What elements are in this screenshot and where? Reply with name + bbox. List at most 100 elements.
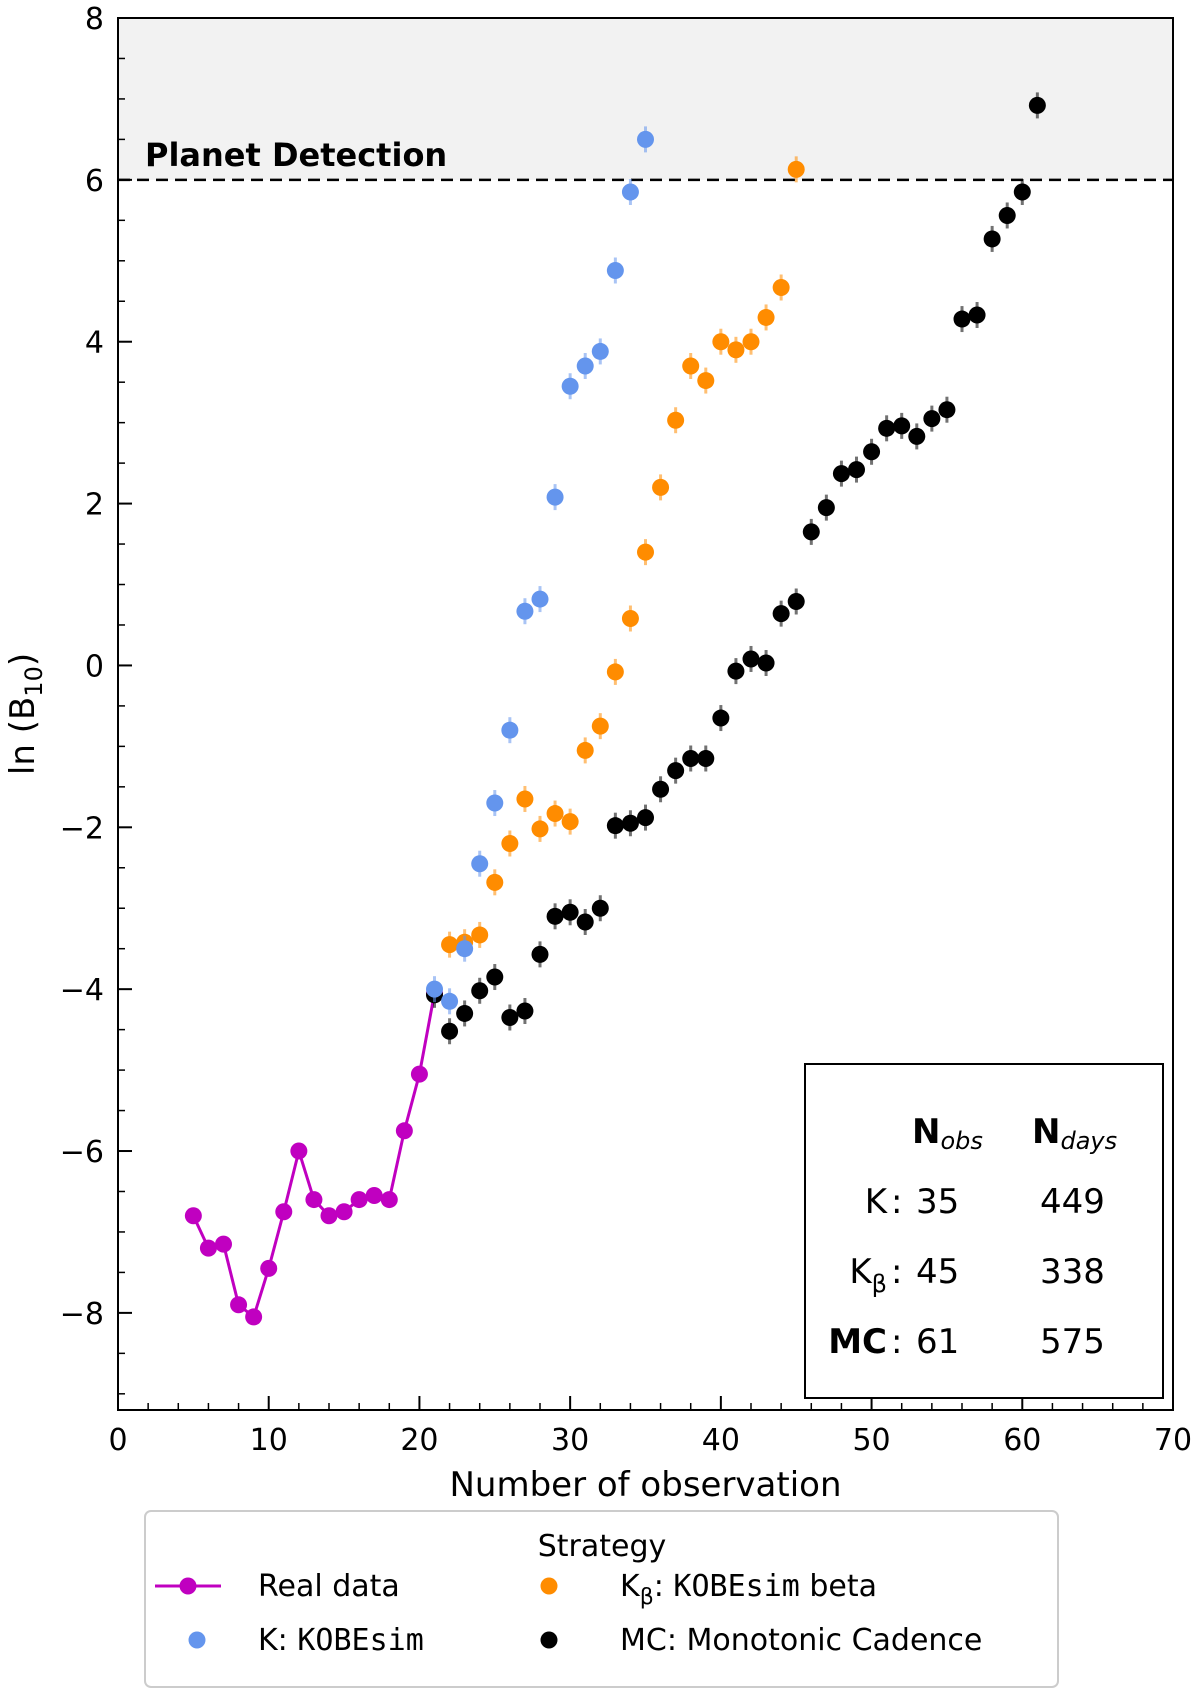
data-point <box>848 461 865 479</box>
data-point <box>486 968 504 986</box>
legend-label: K: KOBEsim <box>258 1623 424 1658</box>
summary-row-label: K <box>865 1182 889 1222</box>
data-point <box>245 1308 263 1326</box>
series-k-kobesim <box>426 126 654 1015</box>
data-point <box>320 1207 338 1225</box>
data-point <box>591 717 609 735</box>
summary-row-colon: : <box>891 1252 902 1292</box>
data-point <box>757 308 775 326</box>
summary-row-obs: 35 <box>916 1182 959 1222</box>
data-point <box>727 341 745 359</box>
data-point <box>561 813 579 831</box>
data-point <box>305 1191 323 1209</box>
y-axis-title-close: ) <box>3 653 43 666</box>
data-point <box>365 1187 383 1205</box>
data-point <box>546 805 564 823</box>
data-point <box>968 306 986 324</box>
summary-row-days: 449 <box>1040 1182 1105 1222</box>
data-point <box>667 411 685 429</box>
y-tick-label: 2 <box>85 488 104 523</box>
data-point <box>1013 183 1031 201</box>
legend-marker <box>179 1577 197 1595</box>
legend-entry: MC: Monotonic Cadence <box>540 1623 982 1658</box>
data-point <box>1028 96 1046 114</box>
summary-header-obs-main: N <box>912 1112 940 1152</box>
data-point <box>561 903 579 921</box>
summary-row-obs: 61 <box>916 1322 959 1362</box>
summary-header-days: Ndays <box>1032 1112 1117 1155</box>
y-axis-title-main: ln (B <box>3 697 43 775</box>
data-point <box>621 814 639 832</box>
data-point <box>953 310 971 328</box>
legend: Strategy Real data Kβ: KOBEsim beta K: KOB… <box>144 1510 1059 1688</box>
data-point <box>682 750 700 768</box>
legend-frame <box>144 1510 1059 1688</box>
data-point <box>441 936 459 954</box>
data-point <box>215 1235 232 1253</box>
legend-label-mono: KOBEsim <box>297 1623 423 1658</box>
data-point <box>576 357 594 375</box>
legend-entry: Kβ: KOBEsim beta <box>540 1569 877 1610</box>
y-tick-label: 0 <box>85 649 104 684</box>
data-point <box>802 523 820 541</box>
y-tick-label: 4 <box>85 326 104 361</box>
series-k-kobesim-beta <box>441 156 805 958</box>
data-point <box>410 1065 428 1083</box>
legend-entries: Real data Kβ: KOBEsim beta K: KOBEsim MC: M… <box>155 1569 982 1658</box>
legend-entry: K: KOBEsim <box>188 1623 424 1658</box>
data-point <box>908 427 926 445</box>
legend-label: MC: Monotonic Cadence <box>620 1623 982 1658</box>
data-point <box>531 945 549 963</box>
data-point <box>531 820 549 838</box>
data-point <box>591 899 609 917</box>
summary-row-label-main: K <box>849 1252 873 1292</box>
summary-header-days-main: N <box>1032 1112 1060 1152</box>
data-point <box>697 750 715 768</box>
y-tick-label: −4 <box>60 973 104 1008</box>
data-point <box>199 1239 217 1257</box>
summary-row-days: 575 <box>1040 1322 1105 1362</box>
data-point <box>742 333 760 351</box>
summary-row-days: 338 <box>1040 1252 1105 1292</box>
summary-row-obs: 45 <box>916 1252 959 1292</box>
legend-label-prefix2: : <box>654 1569 674 1604</box>
legend-label: Kβ: KOBEsim beta <box>620 1569 877 1610</box>
plot-frame <box>117 17 1174 1411</box>
data-point <box>501 721 519 739</box>
data-point <box>652 780 670 798</box>
data-point <box>712 709 730 727</box>
data-point <box>712 333 730 351</box>
legend-marker <box>540 1577 558 1595</box>
planet-detection-label: Planet Detection <box>145 136 447 174</box>
legend-title: Strategy <box>538 1529 667 1564</box>
data-point <box>441 992 459 1010</box>
x-tick-label: 70 <box>1154 1423 1192 1458</box>
data-point <box>471 982 489 1000</box>
y-tick-label: 8 <box>85 2 104 37</box>
data-point <box>456 940 474 958</box>
data-point <box>576 913 594 931</box>
data-point <box>606 817 624 835</box>
y-axis-title-sub: 10 <box>20 666 48 697</box>
y-axis-title: ln (B10) <box>3 653 48 775</box>
data-point <box>621 610 639 628</box>
data-point <box>395 1122 413 1140</box>
data-point <box>893 417 911 435</box>
legend-label-mono: KOBEsim <box>673 1569 799 1604</box>
x-axis-title: Number of observation <box>449 1465 841 1505</box>
legend-label-prefix: K: <box>258 1623 297 1658</box>
data-point <box>832 465 850 483</box>
data-point <box>350 1191 368 1209</box>
y-tick-labels: −8 −6 −4 −2 0 2 4 6 8 <box>60 2 104 1332</box>
x-tick-label: 30 <box>551 1423 589 1458</box>
data-point <box>667 762 685 780</box>
data-point <box>606 262 624 280</box>
summary-row-label: Kβ <box>849 1252 887 1298</box>
legend-label-suffix: beta <box>800 1569 877 1604</box>
legend-entry: Real data <box>155 1569 400 1604</box>
data-point <box>637 130 654 148</box>
data-point <box>486 873 504 891</box>
series-real-data <box>184 984 443 1326</box>
legend-label-prefix: MC: Monotonic Cadence <box>620 1623 982 1658</box>
